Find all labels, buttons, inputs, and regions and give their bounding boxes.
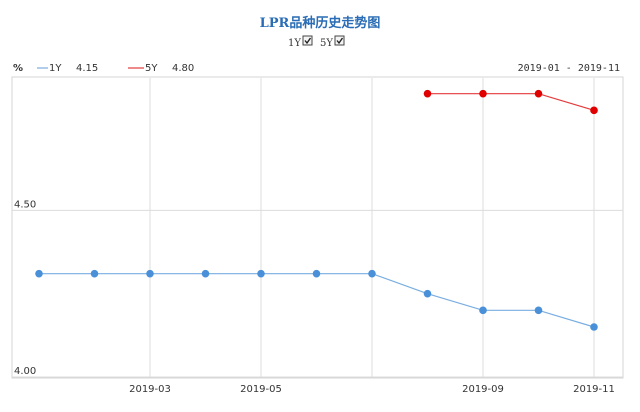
y-tick-label: 4.00: [14, 366, 36, 377]
x-tick-label: 2019-11: [573, 384, 615, 395]
series-toggles: 1Y 5Y: [288, 35, 345, 49]
data-point-5y[interactable]: [534, 89, 543, 98]
data-point-1y[interactable]: [146, 269, 154, 278]
data-point-1y[interactable]: [479, 306, 487, 315]
data-point-1y[interactable]: [35, 269, 43, 278]
data-point-1y[interactable]: [312, 269, 321, 278]
data-point-5y[interactable]: [479, 89, 487, 98]
toggle-5y-checkbox[interactable]: [334, 35, 345, 46]
legend: 1Y 4.15 5Y 4.80: [37, 63, 194, 74]
data-point-1y[interactable]: [257, 269, 265, 278]
toggle-5y-label: 5Y: [320, 38, 333, 49]
grid-lines: [12, 78, 623, 378]
x-tick-label: 2019-03: [129, 384, 171, 395]
plot-area: [11, 76, 624, 379]
data-point-1y[interactable]: [90, 269, 99, 278]
series-lines: [35, 89, 598, 331]
data-point-1y[interactable]: [201, 269, 210, 278]
toggle-1y-label: 1Y: [288, 38, 301, 49]
date-range-label: 2019-01 - 2019-11: [518, 63, 620, 74]
toggle-1y-checkbox[interactable]: [302, 35, 313, 46]
data-point-1y[interactable]: [590, 323, 598, 331]
data-point-1y[interactable]: [534, 306, 543, 315]
legend-1y-label: 1Y: [49, 63, 62, 74]
axis-ticks: 2019-03 2019-05 2019-09 2019-11 4.00 4.50: [14, 199, 615, 395]
y-unit-label: %: [13, 63, 23, 74]
legend-1y-value: 4.15: [76, 63, 98, 74]
data-point-5y[interactable]: [423, 89, 432, 98]
data-point-5y[interactable]: [590, 106, 598, 115]
legend-5y-value: 4.80: [172, 63, 194, 74]
legend-5y-label: 5Y: [145, 63, 158, 74]
series-line-5y: [427, 93, 595, 111]
series-5y: [423, 89, 598, 115]
x-tick-label: 2019-09: [462, 384, 504, 395]
chart-title: LPR品种历史走势图: [260, 15, 381, 31]
data-point-1y[interactable]: [368, 269, 376, 278]
x-tick-label: 2019-05: [240, 384, 282, 395]
series-1y: [35, 269, 598, 331]
y-tick-label: 4.50: [14, 199, 36, 210]
data-point-1y[interactable]: [423, 289, 432, 298]
